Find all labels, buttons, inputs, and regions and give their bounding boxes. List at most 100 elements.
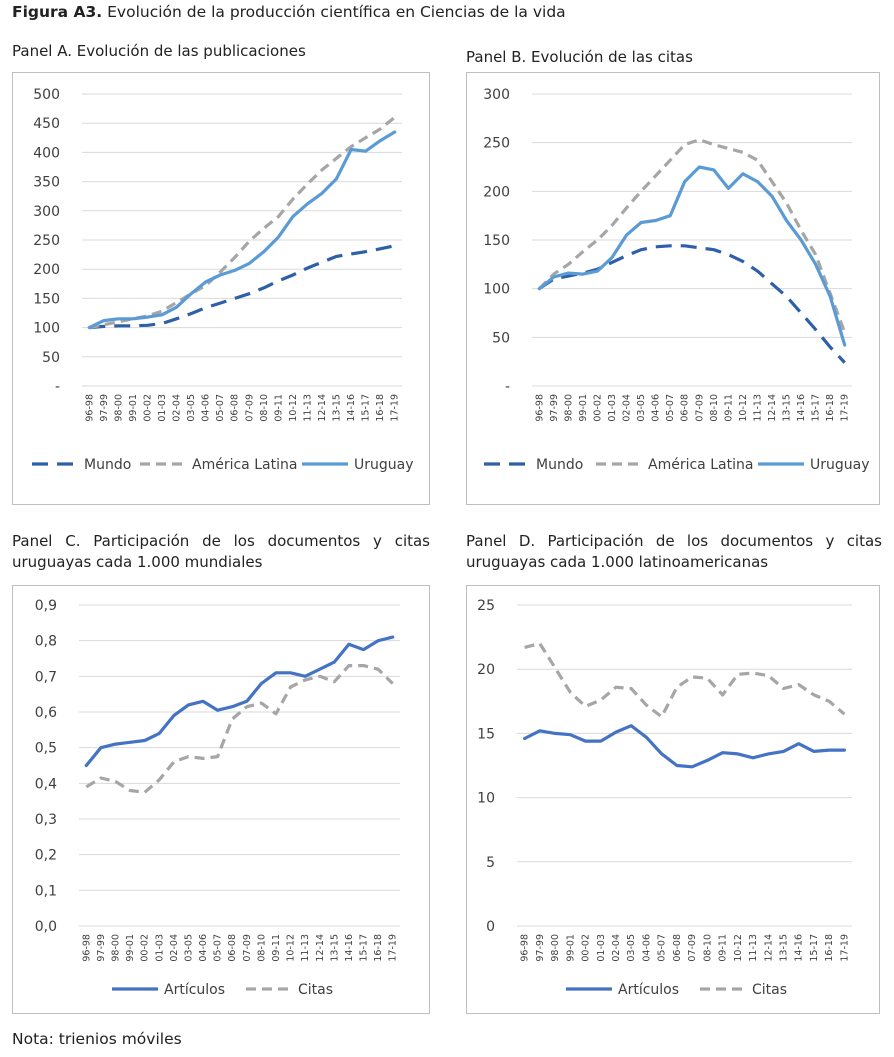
c0-x-tick-label: 07-09 xyxy=(244,394,255,422)
c2-x-tick-label: 97-99 xyxy=(96,934,107,962)
c2-legend-label-0: Artículos xyxy=(164,982,225,998)
c2-y-tick-label: 0,0 xyxy=(35,919,57,935)
c0-x-tick-label: 02-04 xyxy=(172,394,183,422)
c1-y-tick-label: 150 xyxy=(483,233,510,249)
c2-y-tick-label: 0,3 xyxy=(35,812,57,828)
c0-legend-label-2: Uruguay xyxy=(354,457,414,473)
c0-x-tick-label: 97-99 xyxy=(99,394,110,422)
panel-d-title: Panel D. Participación de los documentos… xyxy=(466,532,882,571)
c0-x-tick-label: 09-11 xyxy=(273,394,284,422)
c0-x-tick-label: 16-18 xyxy=(375,394,386,422)
c2-x-tick-label: 00-02 xyxy=(140,934,151,962)
c3-y-tick-label: 0 xyxy=(486,919,495,935)
c2-x-tick-label: 15-17 xyxy=(359,934,370,962)
c3-x-tick-label: 06-08 xyxy=(672,934,683,962)
c0-x-tick-label: 12-14 xyxy=(317,394,328,422)
c0-x-tick-label: 03-05 xyxy=(186,394,197,422)
c0-x-tick-label: 04-06 xyxy=(201,394,212,422)
c0-x-tick-label: 17-19 xyxy=(390,394,401,422)
panel-b-chart: - 50 100 150 200 250 300 96-98 97-99 98-00 99-01 00… xyxy=(466,72,880,505)
c3-x-tick-label: 13-15 xyxy=(778,934,789,962)
c2-x-tick-label: 05-07 xyxy=(213,934,224,962)
c3-x-tick-label: 11-13 xyxy=(748,934,759,962)
c1-series-line-1 xyxy=(538,138,847,334)
c3-y-tick-label: 10 xyxy=(477,791,495,807)
c1-y-tick-label: 300 xyxy=(483,87,510,103)
c0-x-tick-label: 01-03 xyxy=(157,394,168,422)
c3-x-tick-label: 05-07 xyxy=(657,934,668,962)
c1-x-tick-label: 09-11 xyxy=(723,394,734,422)
c0-y-tick-label: 150 xyxy=(33,291,60,307)
c1-x-tick-label: 02-04 xyxy=(622,394,633,422)
c3-x-tick-label: 98-00 xyxy=(550,934,561,962)
c2-y-tick-label: 0,2 xyxy=(35,848,57,864)
c1-x-tick-label: 01-03 xyxy=(607,394,618,422)
c2-frame xyxy=(12,585,430,1014)
c1-x-tick-label: 10-12 xyxy=(738,394,749,422)
c2-x-tick-label: 08-10 xyxy=(256,934,267,962)
c1-x-tick-label: 98-00 xyxy=(563,394,574,422)
c2-y-tick-label: 0,5 xyxy=(35,741,57,757)
c0-legend-label-0: Mundo xyxy=(84,457,131,473)
c3-x-tick-label: 97-99 xyxy=(535,934,546,962)
c3-y-tick-label: 15 xyxy=(477,726,495,742)
c1-x-tick-label: 05-07 xyxy=(665,394,676,422)
c3-x-tick-label: 17-19 xyxy=(839,934,850,962)
c2-x-tick-label: 09-11 xyxy=(271,934,282,962)
c1-x-tick-label: 99-01 xyxy=(578,394,589,422)
figure-title-text: Evolución de la producción científica en… xyxy=(107,3,566,21)
c1-x-tick-label: 08-10 xyxy=(709,394,720,422)
c0-x-tick-label: 13-15 xyxy=(332,394,343,422)
c2-legend-label-1: Citas xyxy=(298,982,333,998)
c3-x-tick-label: 99-01 xyxy=(565,934,576,962)
c1-x-tick-label: 11-13 xyxy=(752,394,763,422)
c1-x-tick-label: 13-15 xyxy=(782,394,793,422)
c3-x-tick-label: 08-10 xyxy=(702,934,713,962)
c0-y-tick-label: 350 xyxy=(33,175,60,191)
c0-y-tick-label: 200 xyxy=(33,262,60,278)
c2-x-tick-label: 14-16 xyxy=(344,934,355,962)
c0-x-tick-label: 05-07 xyxy=(215,394,226,422)
c3-x-tick-label: 09-11 xyxy=(718,934,729,962)
c0-x-tick-label: 96-98 xyxy=(84,394,95,422)
c2-y-tick-label: 0,1 xyxy=(35,883,57,899)
c1-x-tick-label: 16-18 xyxy=(825,394,836,422)
c3-y-tick-label: 5 xyxy=(486,855,495,871)
c2-x-tick-label: 02-04 xyxy=(169,934,180,962)
c2-x-tick-label: 07-09 xyxy=(242,934,253,962)
c3-y-tick-label: 20 xyxy=(477,662,495,678)
c1-legend-label-2: Uruguay xyxy=(810,457,870,473)
c1-legend-label-0: Mundo xyxy=(536,457,583,473)
c3-x-tick-label: 03-05 xyxy=(626,934,637,962)
c0-x-tick-label: 06-08 xyxy=(230,394,241,422)
c1-x-tick-label: 04-06 xyxy=(651,394,662,422)
c0-x-tick-label: 14-16 xyxy=(346,394,357,422)
c2-series-line-1 xyxy=(85,663,394,794)
c3-x-tick-label: 14-16 xyxy=(794,934,805,962)
c3-x-tick-label: 12-14 xyxy=(763,934,774,962)
c2-x-tick-label: 16-18 xyxy=(373,934,384,962)
c3-x-tick-label: 96-98 xyxy=(520,934,531,962)
c1-x-tick-label: 14-16 xyxy=(796,394,807,422)
c1-y-tick-label: 250 xyxy=(483,136,510,152)
c0-x-tick-label: 08-10 xyxy=(259,394,270,422)
c1-y-tick-label: 200 xyxy=(483,184,510,200)
c3-x-tick-label: 02-04 xyxy=(611,934,622,962)
c2-y-tick-label: 0,6 xyxy=(35,705,57,721)
c3-x-tick-label: 07-09 xyxy=(687,934,698,962)
figure-title: Figura A3. Evolución de la producción ci… xyxy=(12,3,566,21)
c2-x-tick-label: 17-19 xyxy=(388,934,399,962)
c0-y-tick-label: 500 xyxy=(33,87,60,103)
c3-x-tick-label: 16-18 xyxy=(824,934,835,962)
c1-x-tick-label: 12-14 xyxy=(767,394,778,422)
c3-frame xyxy=(466,585,880,1014)
c3-x-tick-label: 04-06 xyxy=(641,934,652,962)
c1-x-tick-label: 17-19 xyxy=(840,394,851,422)
c0-y-tick-label: 400 xyxy=(33,145,60,161)
panel-d-chart: 0 5 10 15 20 25 96-98 97-99 98-00 99-01 00-02 01-03… xyxy=(466,585,880,1014)
c0-y-tick-label: 50 xyxy=(42,350,60,366)
c2-y-tick-label: 0,8 xyxy=(35,634,57,650)
c2-x-tick-label: 10-12 xyxy=(286,934,297,962)
c0-x-tick-label: 10-12 xyxy=(288,394,299,422)
figure-label: Figura A3. xyxy=(12,3,103,21)
